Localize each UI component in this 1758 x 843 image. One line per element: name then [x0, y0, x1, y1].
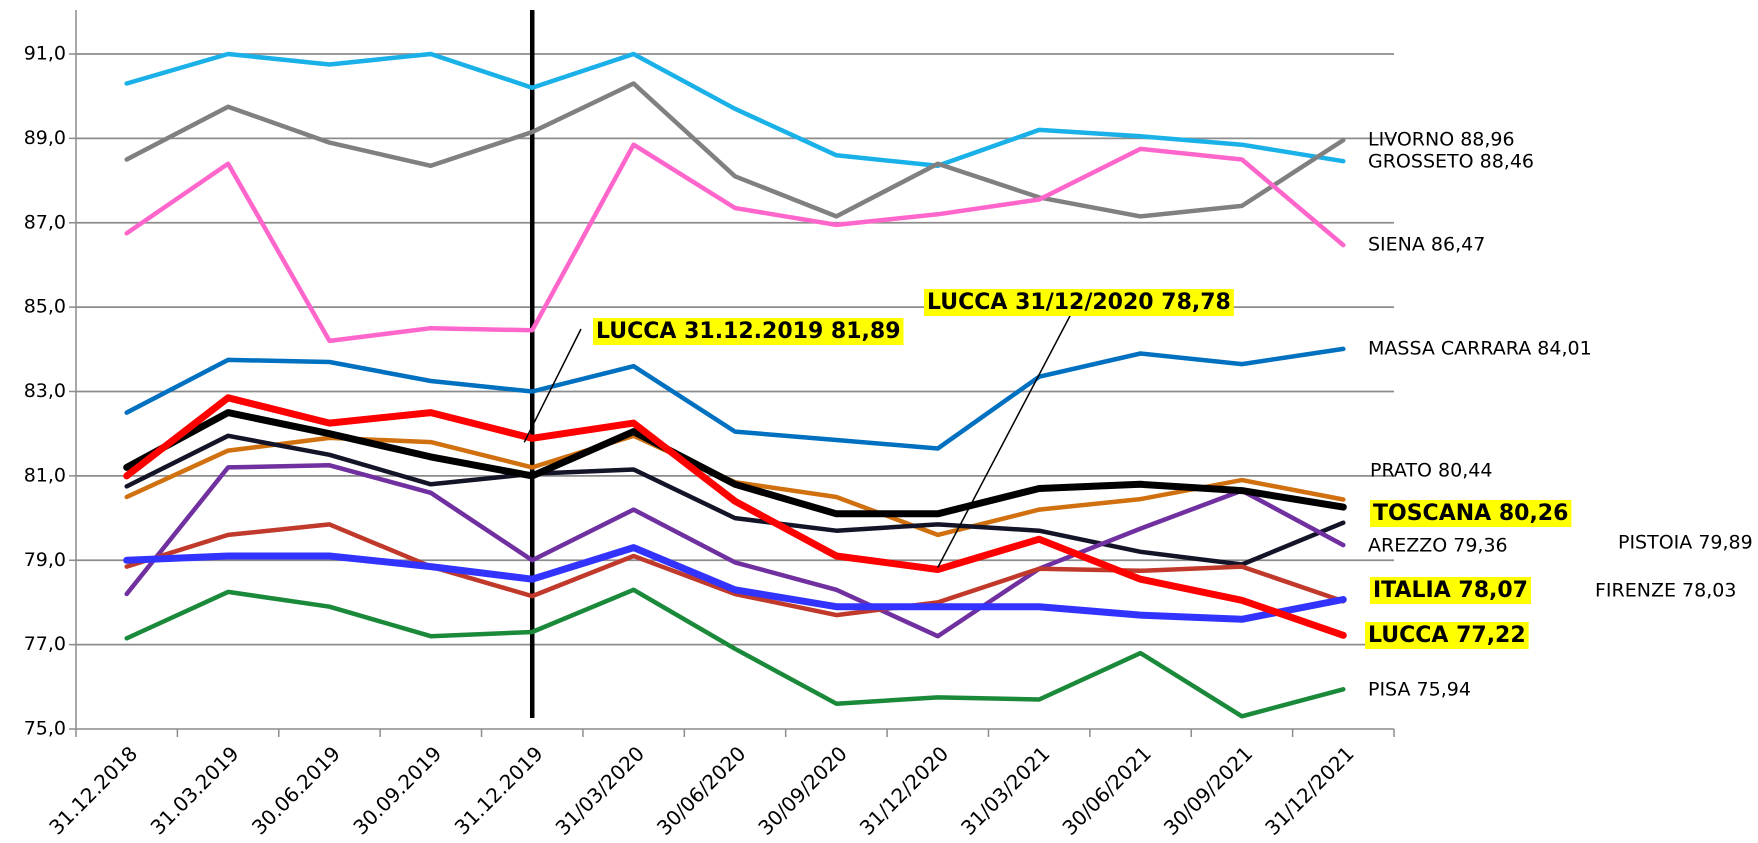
- y-tick-label: 85,0: [24, 296, 66, 318]
- series-label: PRATO 80,44: [1370, 460, 1492, 482]
- series-line: [123, 544, 1347, 623]
- series-label-highlight: [1370, 577, 1531, 604]
- series-line: [124, 51, 1346, 169]
- series-label: GROSSETO 88,46: [1368, 151, 1534, 173]
- y-tick-label: 89,0: [24, 127, 66, 149]
- y-tick-label: 77,0: [24, 633, 66, 655]
- x-tick-label: 31.12.2018: [44, 741, 142, 839]
- series-line: [124, 433, 1346, 567]
- x-tick-label: 30/06/2021: [1057, 741, 1155, 839]
- y-tick-label: 83,0: [24, 380, 66, 402]
- x-tick-label: 30.09.2019: [348, 741, 446, 839]
- series-line: [124, 587, 1346, 719]
- annotation-highlight: [593, 318, 904, 345]
- series-line: [123, 409, 1347, 518]
- x-tick-label: 31.03.2019: [146, 741, 244, 839]
- series-label: FIRENZE 78,03: [1595, 580, 1736, 602]
- y-tick-label: 75,0: [24, 718, 66, 740]
- series-line: [123, 394, 1347, 639]
- series-label-highlight: [1370, 500, 1572, 527]
- x-tick-label: 31.12.2019: [450, 741, 548, 839]
- annotation-leader: [523, 328, 582, 443]
- x-tick-label: 30/09/2021: [1159, 741, 1257, 839]
- x-tick-label: 31/12/2020: [855, 741, 953, 839]
- series-label: LUCCA 77,22: [1368, 623, 1526, 648]
- series-label: PISA 75,94: [1368, 679, 1471, 701]
- x-tick-label: 30.06.2019: [247, 741, 345, 839]
- x-tick-label: 30/06/2020: [652, 741, 750, 839]
- series-label: ITALIA 78,07: [1373, 578, 1528, 603]
- y-tick-label: 79,0: [24, 549, 66, 571]
- annotation-highlight: [924, 289, 1234, 316]
- series-label: TOSCANA 80,26: [1373, 501, 1568, 526]
- series-line: [124, 522, 1346, 618]
- series-label: SIENA 86,47: [1368, 234, 1485, 256]
- y-tick-label: 91,0: [24, 43, 66, 65]
- series-label: PISTOIA 79,89: [1618, 532, 1753, 554]
- annotation: LUCCA 31.12.2019 81,89: [596, 319, 901, 344]
- annotation: LUCCA 31/12/2020 78,78: [927, 290, 1231, 315]
- series-line: [124, 81, 1346, 219]
- series-label: LIVORNO 88,96: [1368, 129, 1515, 151]
- y-tick-label: 81,0: [24, 464, 66, 486]
- y-tick-label: 87,0: [24, 211, 66, 233]
- annotation-leader: [937, 313, 1072, 568]
- x-tick-label: 30/09/2020: [753, 741, 851, 839]
- x-tick-label: 31/12/2021: [1260, 741, 1358, 839]
- x-tick-label: 31/03/2021: [956, 741, 1054, 839]
- series-line: [124, 346, 1346, 451]
- series-label: AREZZO 79,36: [1368, 535, 1508, 557]
- series-line: [124, 463, 1346, 639]
- series-label-highlight: [1365, 622, 1529, 649]
- series-label: MASSA CARRARA 84,01: [1368, 338, 1592, 360]
- x-tick-label: 31/03/2020: [551, 741, 649, 839]
- series-line: [124, 142, 1346, 344]
